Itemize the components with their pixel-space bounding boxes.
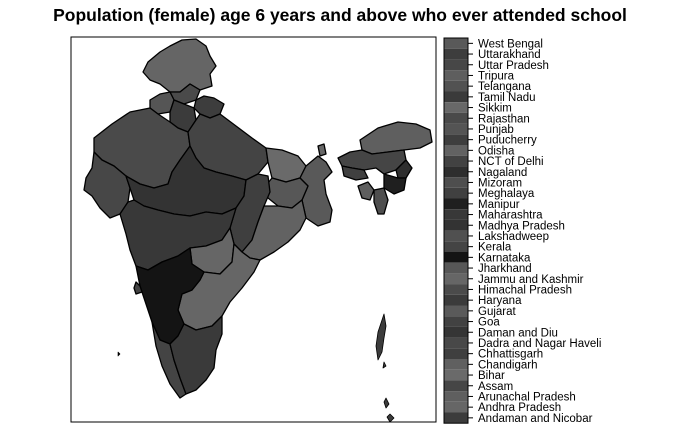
legend-label: Dadra and Nagar Haveli bbox=[478, 338, 601, 350]
legend-swatch bbox=[444, 326, 468, 338]
legend-label: West Bengal bbox=[478, 38, 543, 50]
legend-swatch bbox=[444, 123, 468, 135]
legend-label: NCT of Delhi bbox=[478, 156, 544, 168]
legend-swatch bbox=[444, 145, 468, 156]
legend-swatch bbox=[444, 166, 468, 178]
legend-swatch bbox=[444, 102, 468, 113]
legend-swatch bbox=[444, 198, 468, 210]
legend-swatch bbox=[444, 70, 468, 81]
legend-label: Tripura bbox=[478, 70, 515, 82]
legend-swatch bbox=[444, 134, 468, 145]
region-lakshadweep bbox=[117, 351, 121, 357]
region-meghalaya bbox=[341, 165, 369, 181]
legend-label: Kerala bbox=[478, 242, 512, 254]
legend-label: Arunachal Pradesh bbox=[478, 391, 576, 403]
legend-colorbar-frame bbox=[443, 37, 469, 424]
legend-swatch bbox=[444, 369, 468, 381]
legend-label: Andaman and Nicobar bbox=[478, 413, 593, 425]
legend-swatch bbox=[444, 230, 468, 242]
legend-swatch bbox=[444, 80, 468, 92]
legend-label: Sikkim bbox=[478, 103, 512, 115]
legend-label: Chhattisgarh bbox=[478, 349, 543, 361]
legend-swatch bbox=[444, 209, 468, 220]
legend-label: Goa bbox=[478, 317, 500, 329]
legend-label: Haryana bbox=[478, 295, 522, 307]
legend-swatch bbox=[444, 48, 468, 60]
map-panel-border bbox=[70, 36, 437, 423]
legend-label: Jammu and Kashmir bbox=[478, 274, 584, 286]
legend-swatch bbox=[444, 59, 468, 71]
legend-swatch bbox=[444, 359, 468, 370]
region-nagaland bbox=[395, 159, 413, 179]
region-andaman-and-nicobar bbox=[375, 313, 395, 423]
legend-label: Andhra Pradesh bbox=[478, 402, 561, 414]
legend-swatch bbox=[444, 219, 468, 231]
region-odisha bbox=[241, 199, 307, 261]
legend-swatch bbox=[444, 284, 468, 295]
legend-swatch bbox=[444, 155, 468, 167]
legend-label: Maharashtra bbox=[478, 210, 543, 222]
legend-swatch bbox=[444, 91, 468, 103]
legend-label: Tamil Nadu bbox=[478, 92, 536, 104]
legend-label: Bihar bbox=[478, 370, 505, 382]
region-goa bbox=[133, 281, 143, 295]
state-regions bbox=[83, 38, 433, 423]
legend-label: Telangana bbox=[478, 81, 532, 93]
legend-swatch bbox=[444, 273, 468, 285]
legend-swatch bbox=[444, 177, 468, 188]
legend-swatch bbox=[444, 401, 468, 413]
legend-swatch bbox=[444, 187, 468, 199]
legend-label: Himachal Pradesh bbox=[478, 284, 572, 296]
legend-swatch bbox=[444, 316, 468, 327]
legend-swatch bbox=[444, 348, 468, 359]
legend-label: Punjab bbox=[478, 124, 514, 136]
legend-label: Uttarakhand bbox=[478, 49, 541, 61]
legend-label: Puducherry bbox=[478, 135, 537, 147]
region-gujarat bbox=[83, 151, 131, 219]
legend-swatch bbox=[444, 262, 468, 274]
legend-label: Meghalaya bbox=[478, 188, 535, 200]
legend-label: Karnataka bbox=[478, 252, 531, 264]
legend-label: Odisha bbox=[478, 145, 515, 157]
legend-label: Uttar Pradesh bbox=[478, 60, 549, 72]
legend-label: Daman and Diu bbox=[478, 327, 558, 339]
legend-swatch bbox=[444, 305, 468, 317]
region-mizoram bbox=[373, 187, 389, 215]
legend-label: Manipur bbox=[478, 199, 520, 211]
legend-label: Chandigarh bbox=[478, 359, 537, 371]
legend-label: Rajasthan bbox=[478, 113, 530, 125]
legend-swatch bbox=[444, 412, 468, 424]
legend-label: Lakshadweep bbox=[478, 231, 549, 243]
map-title: Population (female) age 6 years and abov… bbox=[53, 5, 627, 25]
legend-swatch bbox=[444, 391, 468, 402]
legend-swatch bbox=[444, 380, 468, 392]
region-sikkim bbox=[317, 143, 327, 157]
legend-label: Nagaland bbox=[478, 167, 527, 179]
legend-swatch bbox=[444, 241, 468, 252]
region-tripura bbox=[357, 181, 375, 201]
legend-swatch bbox=[444, 38, 468, 49]
legend-label: Gujarat bbox=[478, 306, 517, 318]
region-jammu-and-kashmir bbox=[142, 38, 217, 93]
legend-swatch bbox=[444, 112, 468, 124]
region-tamil-nadu bbox=[169, 315, 223, 395]
legend-label: Jharkhand bbox=[478, 263, 532, 275]
legend-label: Mizoram bbox=[478, 177, 522, 189]
legend-label: Madhya Pradesh bbox=[478, 220, 565, 232]
legend-swatch bbox=[444, 337, 468, 349]
legend-swatch bbox=[444, 294, 468, 306]
region-arunachal-pradesh bbox=[359, 121, 433, 155]
legend-label: Assam bbox=[478, 381, 513, 393]
legend-swatch bbox=[444, 252, 468, 263]
